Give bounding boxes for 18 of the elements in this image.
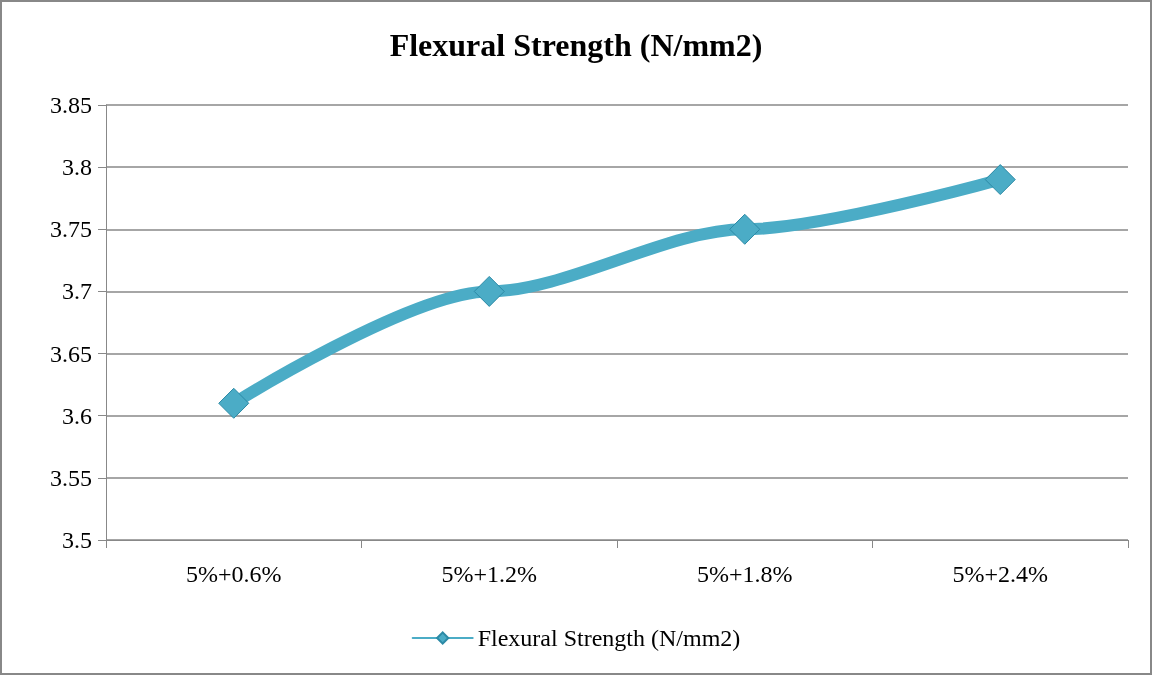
y-tick-label: 3.75 (50, 216, 92, 243)
y-tick-label: 3.55 (50, 464, 92, 491)
y-tick-label: 3.65 (50, 340, 92, 367)
x-tick-label: 5%+1.2% (441, 561, 538, 587)
y-tick-label: 3.8 (62, 154, 92, 181)
point (729, 213, 761, 245)
x-tick-label: 5%+0.6% (185, 561, 282, 587)
x-tick-label: 5%+1.8% (696, 561, 793, 587)
y-tick-label: 3.85 (50, 92, 92, 118)
y-tick-label: 3.5 (62, 527, 92, 553)
chart-title: Flexural Strength (N/mm2) (389, 27, 763, 63)
y-tick-label: 3.6 (62, 402, 92, 429)
y-tick-label: 3.7 (62, 278, 92, 305)
legend-label: Flexural Strength (N/mm2) (477, 625, 741, 651)
point (984, 164, 1016, 196)
x-tick-label: 5%+2.4% (952, 561, 1049, 587)
point (218, 387, 250, 419)
point (473, 275, 505, 307)
